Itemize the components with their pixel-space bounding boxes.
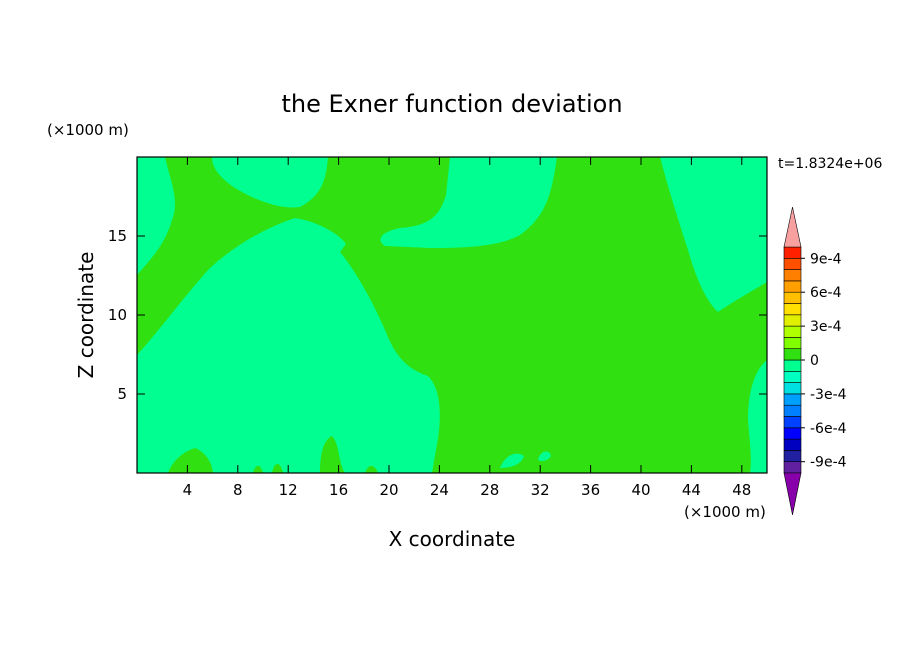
x-tick-label: 28 <box>480 481 499 499</box>
y-tick-label: 5 <box>117 385 127 403</box>
colorbar-box <box>783 404 802 417</box>
x-tick-label: 20 <box>379 481 398 499</box>
colorbar-box <box>783 291 802 304</box>
y-axis-label: Z coordinate <box>74 252 98 379</box>
x-tick-label: 16 <box>329 481 348 499</box>
colorbar-box <box>783 314 802 327</box>
contour-region <box>365 465 378 473</box>
y-tick-label: 10 <box>108 306 127 324</box>
x-unit: (×1000 m) <box>684 503 766 521</box>
contour-region <box>320 436 345 473</box>
x-axis-label: X coordinate <box>389 527 516 551</box>
y-unit: (×1000 m) <box>47 121 129 139</box>
annotation: t=1.8324e+06 <box>778 156 882 172</box>
colorbar-box <box>783 461 802 474</box>
contour-region <box>272 463 283 473</box>
colorbar-box <box>783 303 802 316</box>
colorbar-tick-label: -3e-4 <box>810 387 847 403</box>
colorbar-box <box>783 393 802 406</box>
contour-region <box>212 157 328 208</box>
colorbar-box <box>783 416 802 429</box>
contour-region <box>748 360 767 473</box>
colorbar-tick-label: 0 <box>810 353 819 369</box>
contour-region <box>538 451 551 461</box>
contour-region <box>137 218 440 473</box>
contour-region <box>253 465 263 473</box>
colorbar-under <box>783 472 802 516</box>
colorbar-box <box>783 269 802 282</box>
x-tick-label: 48 <box>732 481 751 499</box>
colorbar-tick-label: 3e-4 <box>810 319 842 335</box>
x-tick-label: 24 <box>430 481 449 499</box>
x-tick-label: 36 <box>581 481 600 499</box>
contour-region <box>500 453 524 468</box>
colorbar-box <box>783 246 802 259</box>
colorbar-box <box>783 257 802 270</box>
colorbar-box <box>783 325 802 338</box>
colorbar-tick-label: -6e-4 <box>810 421 847 437</box>
x-tick-label: 8 <box>233 481 243 499</box>
colorbar-box <box>783 427 802 440</box>
colorbar-box <box>783 438 802 451</box>
colorbar-box <box>783 348 802 361</box>
x-tick-label: 12 <box>279 481 298 499</box>
x-tick-label: 32 <box>531 481 550 499</box>
colorbar-over <box>783 206 802 248</box>
x-tick-label: 44 <box>682 481 701 499</box>
colorbar-tick-label: 9e-4 <box>810 251 842 267</box>
colorbar-box <box>783 280 802 293</box>
contour-field <box>137 157 767 473</box>
contour-region <box>137 157 175 275</box>
contour-region <box>660 157 767 312</box>
x-tick-label: 40 <box>631 481 650 499</box>
colorbar-box <box>783 382 802 395</box>
y-tick-label: 15 <box>108 227 127 245</box>
colorbar-tick-label: -9e-4 <box>810 455 847 471</box>
chart-title: the Exner function deviation <box>281 90 622 118</box>
colorbar-box <box>783 450 802 462</box>
colorbar-box <box>783 337 802 349</box>
colorbar-box <box>783 370 802 383</box>
contour-region <box>380 157 557 248</box>
x-tick-label: 4 <box>183 481 193 499</box>
contour-region <box>168 448 213 473</box>
colorbar-tick-label: 6e-4 <box>810 285 842 301</box>
colorbar-box <box>783 359 802 372</box>
